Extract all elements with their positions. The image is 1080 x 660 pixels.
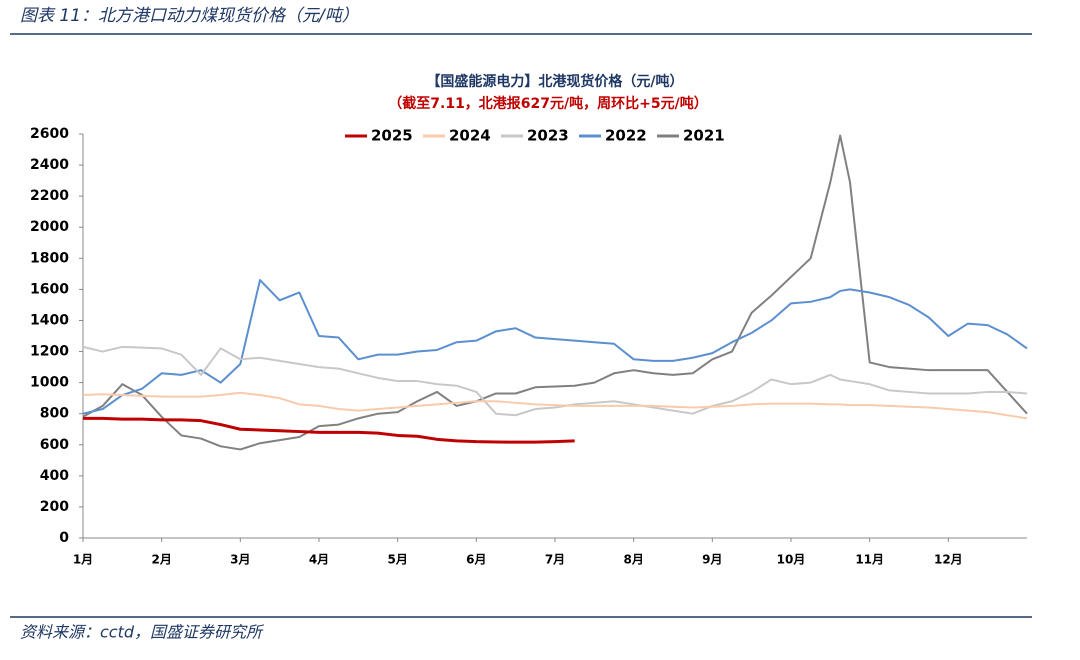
- y-tick-label: 2600: [30, 126, 69, 142]
- x-tick-label: 2月: [151, 553, 171, 567]
- y-tick-label: 1600: [30, 281, 69, 297]
- y-tick-label: 1000: [30, 375, 69, 391]
- x-tick-label: 3月: [230, 553, 250, 567]
- legend-label: 2023: [527, 127, 569, 145]
- y-tick-label: 1200: [30, 344, 69, 360]
- series-line: [82, 134, 1028, 451]
- x-tick-label: 12月: [934, 553, 963, 567]
- x-tick-label: 7月: [545, 553, 565, 567]
- y-tick-label: 1800: [30, 250, 69, 266]
- y-tick-label: 0: [59, 530, 69, 546]
- y-tick-label: 1400: [30, 312, 69, 328]
- chart-title: 【国盛能源电力】北港现货价格（元/吨）: [426, 73, 683, 90]
- y-tick-label: 400: [40, 468, 69, 484]
- source: 资料来源：cctd，国盛证券研究所: [20, 623, 265, 642]
- x-tick-label: 11月: [855, 553, 884, 567]
- legend-label: 2022: [605, 127, 647, 145]
- x-tick-label: 4月: [309, 553, 329, 567]
- legend-label: 2021: [683, 127, 725, 145]
- legend-label: 2024: [449, 127, 491, 145]
- y-tick-label: 2400: [30, 157, 69, 173]
- y-tick-label: 600: [40, 437, 69, 453]
- series-line: [83, 416, 575, 444]
- legend-label: 2025: [371, 127, 413, 145]
- x-tick-label: 5月: [387, 553, 407, 567]
- x-tick-label: 6月: [466, 553, 486, 567]
- chart-subtitle: （截至7.11，北港报627元/吨，周环比+5元/吨）: [388, 95, 707, 112]
- series-line: [82, 279, 1028, 415]
- series-line: [82, 391, 1028, 420]
- y-tick-label: 2200: [30, 188, 69, 204]
- y-tick-label: 200: [40, 499, 69, 515]
- x-tick-label: 1月: [73, 553, 93, 567]
- figure-title: 图表 11：北方港口动力煤现货价格（元/吨）: [20, 6, 359, 26]
- x-tick-label: 9月: [702, 553, 722, 567]
- y-tick-label: 2000: [30, 219, 69, 235]
- x-tick-label: 10月: [777, 553, 806, 567]
- y-tick-label: 800: [40, 406, 69, 422]
- x-tick-label: 8月: [623, 553, 643, 567]
